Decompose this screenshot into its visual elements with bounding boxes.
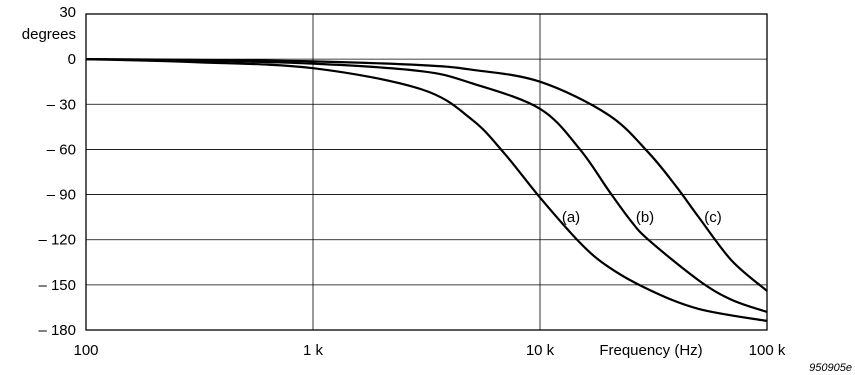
plot-frame <box>85 13 768 331</box>
x-tick-labels: 100 1 k 10 k 100 k <box>73 342 785 359</box>
y-axis-label: degrees <box>22 26 76 43</box>
x-axis-label: Frequency (Hz) <box>599 342 702 359</box>
y-tick-label: 30 <box>59 4 76 21</box>
curve-label-a: (a) <box>562 209 580 226</box>
figure-code: 950905e <box>809 362 852 374</box>
chart-curves <box>85 58 768 323</box>
y-tick-label: – 30 <box>47 96 76 113</box>
x-tick-label: 10 k <box>526 342 555 359</box>
y-tick-label: – 150 <box>38 277 76 294</box>
y-tick-label: – 120 <box>38 232 76 249</box>
y-tick-labels: 30 0 – 30 – 60 – 90 – 120 – 150 – 180 <box>38 4 76 339</box>
chart-grid <box>86 14 767 330</box>
curve-label-b: (b) <box>636 209 654 226</box>
y-tick-label: – 60 <box>47 141 76 158</box>
curve-label-c: (c) <box>704 209 722 226</box>
y-tick-label: 0 <box>68 51 76 68</box>
y-tick-label: – 180 <box>38 322 76 339</box>
x-tick-label: 100 <box>73 342 98 359</box>
x-tick-label: 1 k <box>303 342 324 359</box>
series-line-c <box>85 58 768 292</box>
x-tick-label: 100 k <box>749 342 786 359</box>
series-line-a <box>85 58 768 323</box>
y-tick-label: – 90 <box>47 187 76 204</box>
series-line-b <box>85 58 768 313</box>
